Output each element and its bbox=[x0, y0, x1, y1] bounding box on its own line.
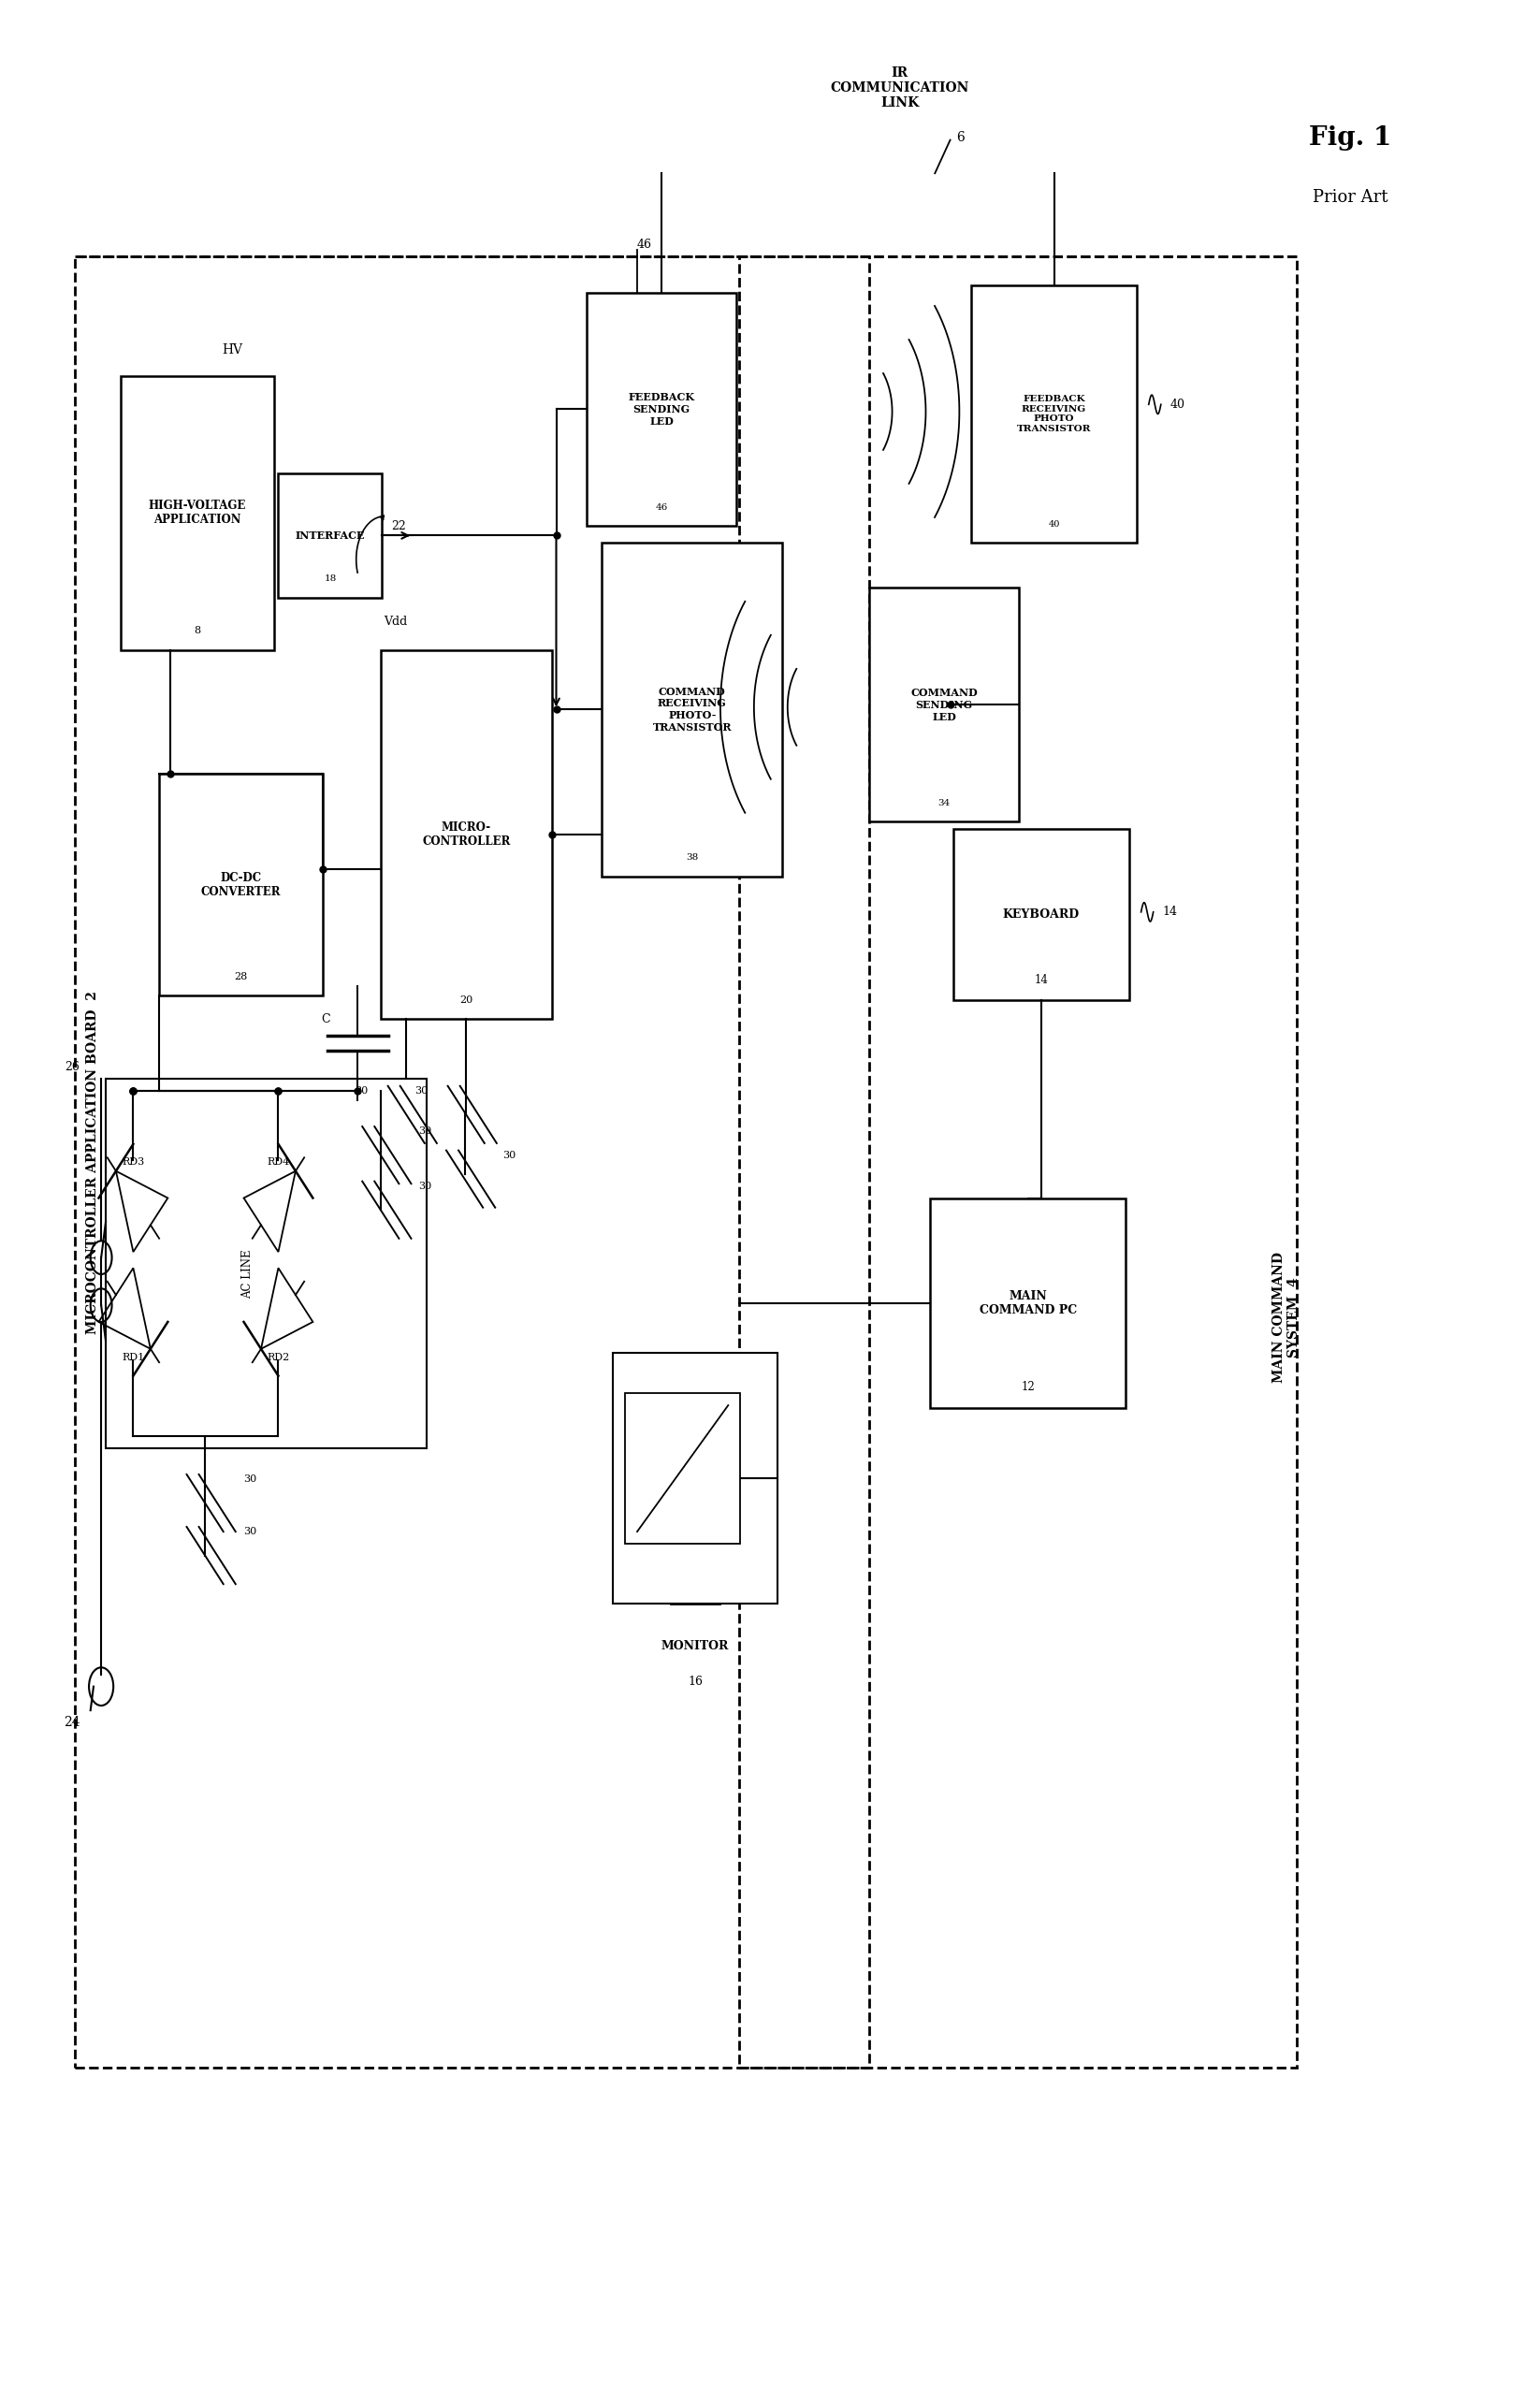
Text: 34: 34 bbox=[938, 798, 950, 807]
Text: 18: 18 bbox=[323, 575, 336, 582]
Text: 30: 30 bbox=[502, 1150, 516, 1160]
Text: 14: 14 bbox=[1033, 973, 1049, 985]
Bar bbox=[75, 256, 869, 2068]
Text: DC-DC
CONVERTER: DC-DC CONVERTER bbox=[200, 872, 280, 898]
Text: MAIN COMMAND
SYSTEM  4: MAIN COMMAND SYSTEM 4 bbox=[1272, 1251, 1300, 1382]
Bar bbox=[953, 829, 1129, 999]
Text: 30: 30 bbox=[243, 1526, 257, 1536]
Text: FEEDBACK
RECEIVING
PHOTO
TRANSISTOR: FEEDBACK RECEIVING PHOTO TRANSISTOR bbox=[1016, 395, 1092, 434]
Text: HIGH-VOLTAGE
APPLICATION: HIGH-VOLTAGE APPLICATION bbox=[148, 501, 246, 527]
Text: 30: 30 bbox=[419, 1126, 433, 1136]
Text: RD1: RD1 bbox=[122, 1354, 145, 1363]
Text: 30: 30 bbox=[354, 1085, 368, 1095]
Bar bbox=[869, 587, 1019, 822]
Bar bbox=[930, 1198, 1126, 1409]
Bar bbox=[625, 1394, 741, 1543]
Text: Prior Art: Prior Art bbox=[1312, 189, 1388, 206]
Text: RD2: RD2 bbox=[266, 1354, 290, 1363]
Bar bbox=[602, 541, 782, 877]
Text: 30: 30 bbox=[419, 1181, 433, 1191]
Text: C: C bbox=[322, 1014, 330, 1025]
Text: HV: HV bbox=[222, 343, 243, 357]
Text: KEYBOARD: KEYBOARD bbox=[1003, 908, 1080, 920]
Bar bbox=[739, 256, 1297, 2068]
Text: COMMAND
SENDING
LED: COMMAND SENDING LED bbox=[910, 688, 978, 721]
Bar bbox=[380, 649, 551, 1018]
Text: 40: 40 bbox=[1049, 520, 1060, 530]
Text: AC LINE: AC LINE bbox=[242, 1251, 254, 1299]
Text: 40: 40 bbox=[1170, 398, 1186, 410]
Text: 16: 16 bbox=[688, 1675, 702, 1687]
Bar bbox=[122, 376, 274, 649]
Bar bbox=[159, 774, 322, 994]
Text: 6: 6 bbox=[956, 132, 964, 144]
Text: INTERFACE: INTERFACE bbox=[296, 530, 365, 541]
Bar bbox=[587, 292, 736, 527]
Text: 12: 12 bbox=[1021, 1380, 1035, 1394]
Text: COMMAND
RECEIVING
PHOTO-
TRANSISTOR: COMMAND RECEIVING PHOTO- TRANSISTOR bbox=[653, 685, 732, 733]
Text: 30: 30 bbox=[414, 1085, 428, 1095]
Text: 8: 8 bbox=[194, 625, 200, 635]
Text: MICROCONTROLLER APPLICATION BOARD  2: MICROCONTROLLER APPLICATION BOARD 2 bbox=[86, 990, 99, 1335]
Text: 14: 14 bbox=[1163, 906, 1178, 918]
Text: 38: 38 bbox=[685, 853, 698, 863]
Text: 46: 46 bbox=[638, 240, 651, 252]
Text: 22: 22 bbox=[391, 520, 407, 532]
Text: IR
COMMUNICATION
LINK: IR COMMUNICATION LINK bbox=[830, 67, 969, 110]
Text: 28: 28 bbox=[234, 973, 248, 980]
Text: RD4: RD4 bbox=[266, 1157, 290, 1167]
Text: 26: 26 bbox=[65, 1061, 80, 1073]
Text: MAIN
COMMAND PC: MAIN COMMAND PC bbox=[979, 1289, 1076, 1315]
Text: MONITOR: MONITOR bbox=[661, 1639, 728, 1653]
Text: FEEDBACK
SENDING
LED: FEEDBACK SENDING LED bbox=[628, 393, 695, 426]
Text: RD3: RD3 bbox=[122, 1157, 145, 1167]
Text: 30: 30 bbox=[243, 1474, 257, 1483]
Text: 20: 20 bbox=[459, 997, 473, 1004]
Text: MICRO-
CONTROLLER: MICRO- CONTROLLER bbox=[422, 822, 510, 848]
Bar bbox=[279, 474, 382, 597]
Text: Fig. 1: Fig. 1 bbox=[1309, 125, 1392, 151]
Text: 24: 24 bbox=[63, 1716, 80, 1730]
Bar bbox=[613, 1354, 778, 1603]
Text: 46: 46 bbox=[656, 503, 668, 513]
Bar bbox=[972, 285, 1137, 541]
Text: Vdd: Vdd bbox=[383, 616, 407, 628]
Bar bbox=[106, 1078, 427, 1447]
